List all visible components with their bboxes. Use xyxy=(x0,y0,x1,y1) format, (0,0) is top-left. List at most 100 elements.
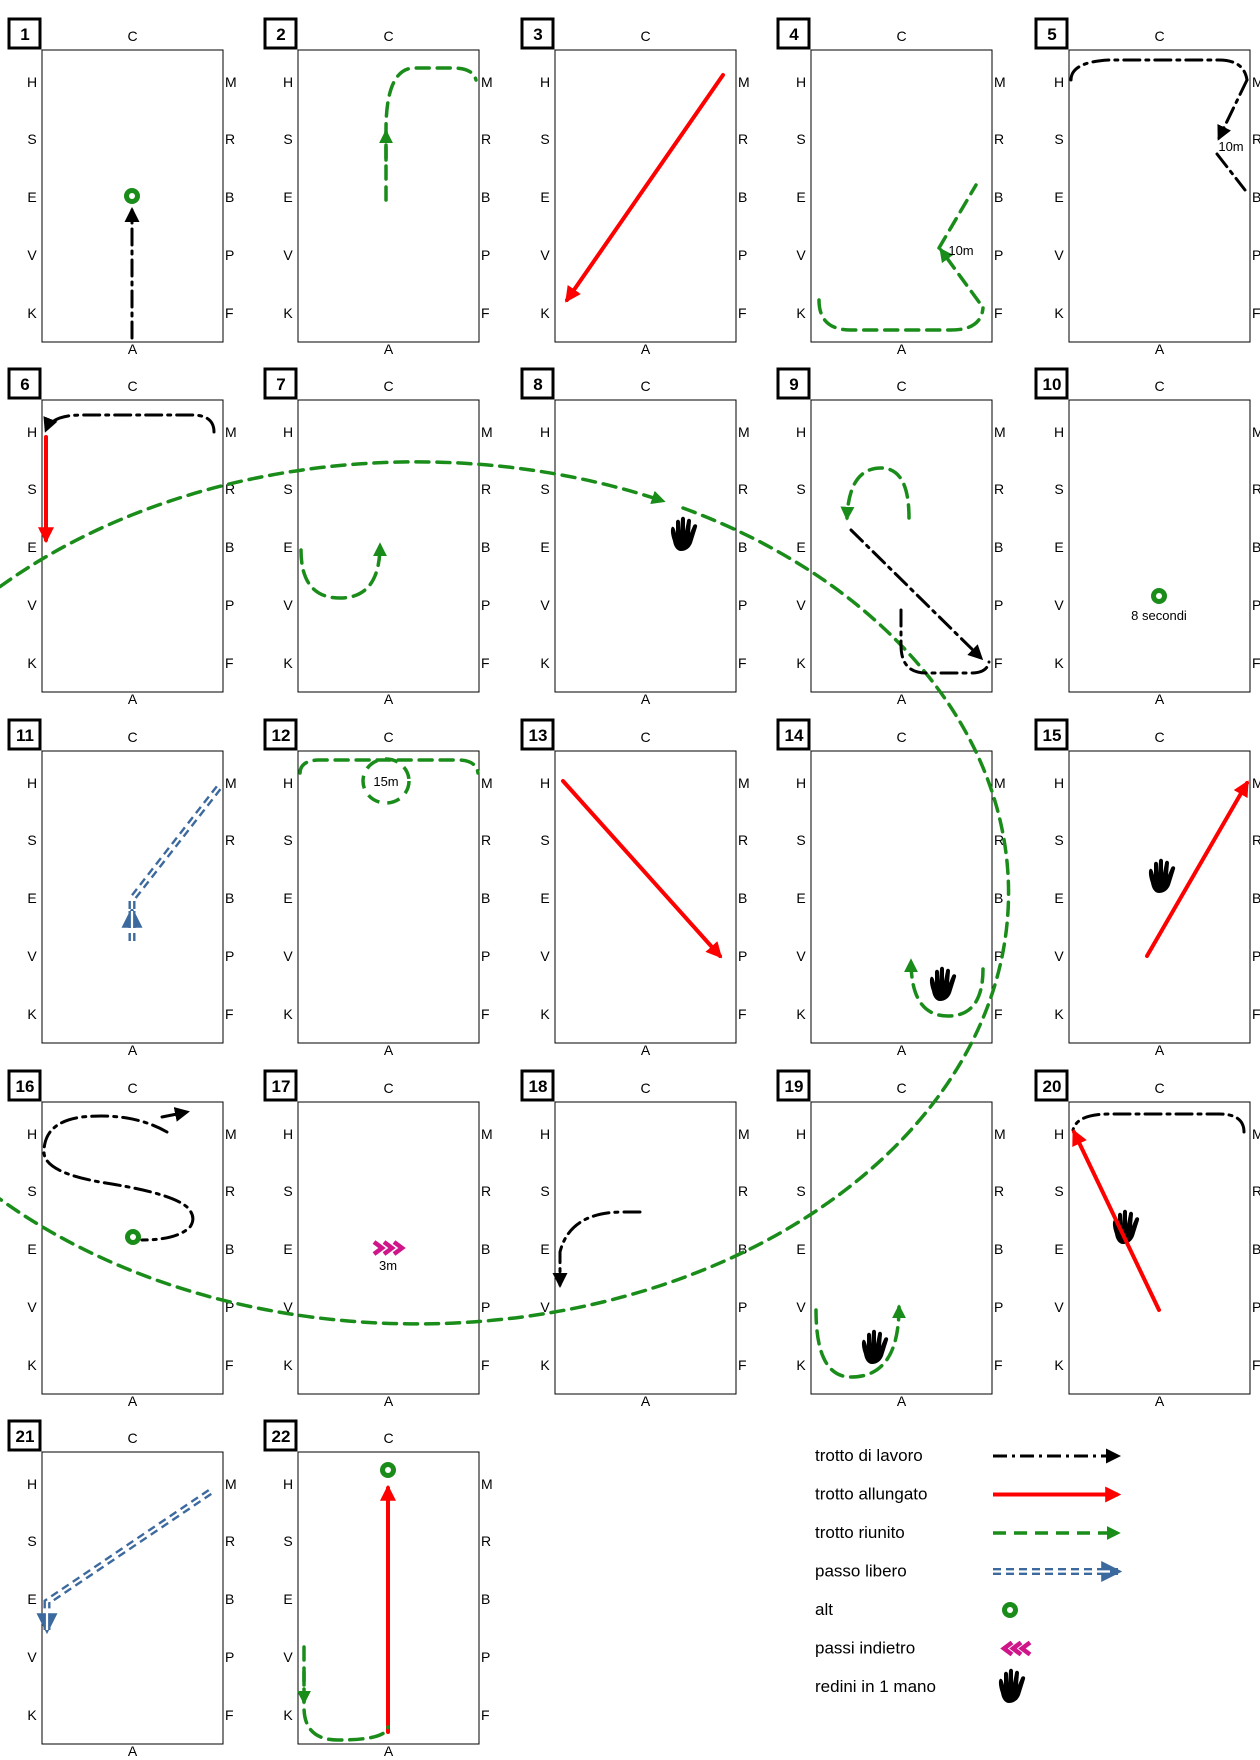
extended-trot-diagonal xyxy=(1072,1129,1161,1312)
arena-panel-13: 13 C A H M S R E B V P K F xyxy=(520,718,750,1058)
panel-number: 17 xyxy=(272,1077,291,1096)
letter-h: H xyxy=(1054,424,1064,440)
walk-path-gap xyxy=(45,1491,211,1630)
collected-trot-base xyxy=(817,298,985,332)
note-3m: 3m xyxy=(379,1258,397,1273)
letter-m: M xyxy=(994,74,1006,90)
arena-panel-9: 9 C A H M S R E B V P K F xyxy=(776,367,1006,707)
letter-c: C xyxy=(127,1080,137,1096)
letter-m: M xyxy=(481,74,493,90)
letter-r: R xyxy=(994,832,1004,848)
letter-r: R xyxy=(1252,832,1260,848)
letter-m: M xyxy=(481,424,493,440)
letter-a: A xyxy=(128,1743,138,1759)
arena-outline xyxy=(810,1101,993,1395)
letter-s: S xyxy=(1054,131,1063,147)
letter-e: E xyxy=(283,890,292,906)
letter-r: R xyxy=(481,131,491,147)
letter-e: E xyxy=(27,1591,36,1607)
letter-s: S xyxy=(1054,832,1063,848)
rein-back-chevron xyxy=(372,1240,386,1256)
letter-v: V xyxy=(27,597,37,613)
panel-number: 10 xyxy=(1043,375,1062,394)
letter-s: S xyxy=(796,131,805,147)
letter-s: S xyxy=(540,832,549,848)
legend-label: trotto riunito xyxy=(815,1523,905,1542)
letter-k: K xyxy=(796,305,806,321)
letter-f: F xyxy=(481,1707,490,1723)
letter-a: A xyxy=(128,1393,138,1409)
letter-v: V xyxy=(283,1299,293,1315)
letter-k: K xyxy=(540,1357,550,1373)
rein-back-chevron xyxy=(392,1240,406,1256)
letter-r: R xyxy=(225,481,235,497)
panel-number-box xyxy=(7,1069,42,1102)
letter-m: M xyxy=(481,1476,493,1492)
arena-panel-20: 20 C A H M S R E B V P K F xyxy=(1034,1069,1260,1409)
letter-s: S xyxy=(283,481,292,497)
letter-k: K xyxy=(283,1707,293,1723)
letter-p: P xyxy=(481,597,490,613)
work-trot-volte-in xyxy=(1217,78,1249,141)
letter-b: B xyxy=(738,1241,747,1257)
letter-c: C xyxy=(383,1080,393,1096)
rein-back-chevron xyxy=(1009,1640,1023,1657)
letter-c: C xyxy=(640,28,650,44)
letter-m: M xyxy=(738,74,750,90)
letter-c: C xyxy=(896,378,906,394)
rein-back-chevron xyxy=(1018,1640,1032,1657)
panel-number: 21 xyxy=(16,1427,35,1446)
letter-c: C xyxy=(1154,729,1164,745)
letter-m: M xyxy=(994,775,1006,791)
letter-k: K xyxy=(796,1357,806,1373)
letter-h: H xyxy=(283,1476,293,1492)
letter-a: A xyxy=(897,1042,907,1058)
panel-number-box xyxy=(1034,1069,1069,1102)
panel-number: 3 xyxy=(533,25,542,44)
arena-outline xyxy=(554,1101,737,1395)
letter-b: B xyxy=(994,1241,1003,1257)
letter-m: M xyxy=(225,424,237,440)
letter-v: V xyxy=(283,247,293,263)
letter-k: K xyxy=(1054,305,1064,321)
arena-outline xyxy=(810,750,993,1044)
letter-v: V xyxy=(796,597,806,613)
letter-b: B xyxy=(994,539,1003,555)
letter-h: H xyxy=(283,424,293,440)
letter-e: E xyxy=(27,1241,36,1257)
letter-a: A xyxy=(384,341,394,357)
letter-a: A xyxy=(897,1393,907,1409)
letter-c: C xyxy=(896,729,906,745)
collected-trot-exit xyxy=(937,183,978,250)
letter-m: M xyxy=(738,775,750,791)
letter-a: A xyxy=(128,341,138,357)
letter-c: C xyxy=(1154,378,1164,394)
work-trot-top xyxy=(43,413,216,434)
letter-h: H xyxy=(27,775,37,791)
letter-m: M xyxy=(1252,1126,1260,1142)
letter-m: M xyxy=(1252,74,1260,90)
letter-p: P xyxy=(225,1299,234,1315)
letter-h: H xyxy=(796,1126,806,1142)
arena-panel-5: 5 C A H M S R E B V P K F xyxy=(1034,17,1260,357)
letter-b: B xyxy=(738,539,747,555)
panel-number: 16 xyxy=(16,1077,35,1096)
letter-v: V xyxy=(27,948,37,964)
arena-panel-1: 1 C A H M S R E B V P K F xyxy=(7,17,237,357)
note-10m: 10m xyxy=(1218,139,1243,154)
letter-h: H xyxy=(540,74,550,90)
letter-h: H xyxy=(796,775,806,791)
letter-f: F xyxy=(481,655,490,671)
work-trot-loop xyxy=(899,608,991,675)
rein-back-chevron xyxy=(1000,1640,1014,1657)
letter-v: V xyxy=(796,1299,806,1315)
arena-panel-19: 19 C A H M S R E B V P K F xyxy=(776,1069,1006,1409)
letter-k: K xyxy=(283,1357,293,1373)
letter-m: M xyxy=(225,775,237,791)
arena-panel-17: 17 C A H M S R E B V P K F xyxy=(263,1069,493,1409)
letter-k: K xyxy=(27,655,37,671)
letter-v: V xyxy=(540,597,550,613)
letter-b: B xyxy=(225,189,234,205)
note-15m: 15m xyxy=(373,774,398,789)
